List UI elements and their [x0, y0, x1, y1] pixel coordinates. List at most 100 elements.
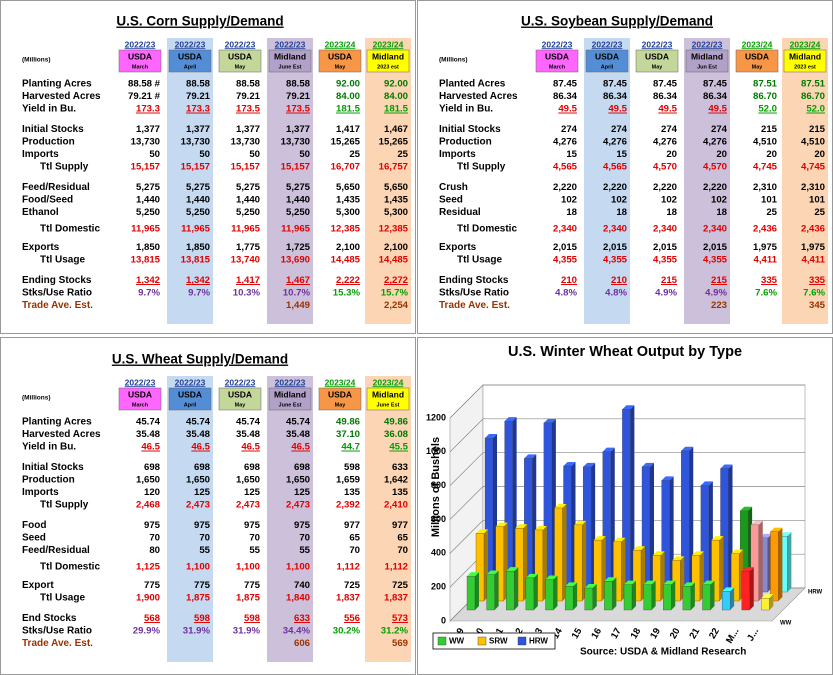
row-label: Initial Stocks [439, 124, 501, 135]
period: May [335, 402, 347, 408]
cell: 173.5 [236, 104, 261, 115]
source: USDA [745, 51, 769, 61]
cell: 15,157 [181, 162, 210, 173]
cell: 86.70 [753, 91, 777, 102]
bar-top [682, 582, 695, 587]
cell: 15,265 [331, 137, 361, 148]
cell: 1,840 [286, 593, 310, 604]
bar-side [730, 587, 735, 610]
cell: 12,385 [379, 224, 409, 235]
cell: 50 [199, 149, 210, 160]
cell: 1,975 [801, 242, 826, 253]
cell: 1,440 [186, 195, 210, 206]
row-label: Planted Acres [439, 79, 506, 90]
cell: 2,220 [703, 182, 727, 193]
y-tick-label: 0 [441, 615, 446, 625]
row-label: Trade Ave. Est. [22, 638, 93, 649]
legend-label: WW [449, 637, 465, 646]
cell: 25 [397, 149, 408, 160]
bar [721, 591, 731, 611]
year: 2023/24 [790, 39, 821, 49]
cell: 4,355 [603, 255, 628, 266]
cell: 274 [661, 124, 678, 135]
bar-top [543, 418, 556, 423]
row-label: Production [439, 137, 492, 148]
row-label: Feed/Residual [22, 545, 90, 556]
cell: 2,473 [186, 500, 210, 511]
cell: 11,965 [231, 224, 260, 235]
cell: 25 [814, 207, 825, 218]
wheat-table: U.S. Wheat Supply/Demand (Millions) 2022/2… [22, 352, 411, 662]
source: USDA [228, 51, 252, 61]
cell: 15 [616, 149, 627, 160]
row-label: Imports [439, 149, 476, 160]
bar-top [661, 476, 674, 481]
cell: 725 [344, 580, 361, 591]
row-label: Ending Stocks [22, 275, 92, 286]
cell: 210 [561, 275, 577, 286]
bar-top [584, 584, 597, 589]
cell: 598 [194, 613, 211, 624]
source-box [218, 49, 262, 73]
row-label: Yield in Bu. [439, 104, 493, 115]
cell: 87.45 [703, 79, 728, 90]
cell: 70 [299, 533, 310, 544]
cell: 35.48 [186, 429, 211, 440]
cell: 5,275 [286, 182, 311, 193]
cell: 1,112 [337, 562, 360, 573]
bar-top [602, 447, 615, 452]
cell: 88.58 [286, 79, 311, 90]
cell: 52.0 [758, 104, 777, 115]
cell: 86.34 [553, 91, 578, 102]
cell: 11,965 [181, 224, 210, 235]
bar-side [787, 532, 792, 592]
grid-line [449, 486, 805, 520]
cell: 1,100 [286, 562, 310, 573]
bar [613, 541, 622, 602]
cell: 25 [766, 207, 777, 218]
cell: 5,300 [336, 207, 360, 218]
bar [632, 550, 642, 602]
cell: 86.34 [703, 91, 728, 102]
source: USDA [228, 389, 252, 399]
cell: 46.5 [141, 442, 160, 453]
cell: 5,250 [186, 207, 210, 218]
cell: 2,220 [553, 182, 577, 193]
row-label: Imports [22, 149, 59, 160]
period: March [549, 64, 566, 70]
row-label: Crush [439, 182, 468, 193]
legend-label: HRW [529, 637, 548, 646]
cell: 92.00 [336, 79, 360, 90]
cell: 70 [349, 545, 360, 556]
cell: 181.5 [384, 104, 409, 115]
cell: 2,310 [801, 182, 825, 193]
row-label: Harvested Acres [22, 429, 101, 440]
cell: 1,642 [384, 475, 408, 486]
column-shade [167, 38, 213, 324]
cell: 4,276 [653, 137, 677, 148]
cell: 1,435 [384, 195, 409, 206]
depth-label: WW [780, 621, 792, 627]
cell: 1,417 [336, 124, 360, 135]
cell: 20 [766, 149, 777, 160]
source-box [585, 49, 629, 73]
cell: 181.5 [336, 104, 361, 115]
bar [691, 555, 701, 602]
bar-top [681, 446, 694, 451]
bar [573, 524, 583, 602]
bar-top [486, 570, 499, 575]
cell: 5,250 [136, 207, 160, 218]
source-box [118, 387, 162, 411]
cell: 15,157 [281, 162, 310, 173]
cell: 2,340 [653, 224, 677, 235]
cell: 1,775 [236, 242, 261, 253]
bar-top [624, 580, 636, 585]
source-box [366, 49, 410, 73]
bar-side [632, 580, 636, 610]
row-label: Planting Acres [22, 417, 92, 428]
cell: 2,220 [653, 182, 677, 193]
cell: 5,275 [136, 182, 161, 193]
source: Midland [372, 389, 404, 399]
cell: 4,355 [653, 255, 678, 266]
cell: 92.00 [384, 79, 408, 90]
